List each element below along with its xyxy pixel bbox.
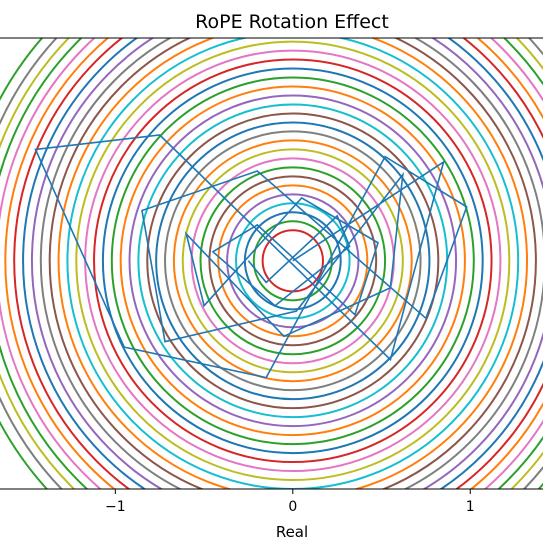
circle-series-6 xyxy=(217,184,369,338)
circle-series-24 xyxy=(57,38,528,489)
circle-series-11 xyxy=(172,139,413,383)
circle-series-29 xyxy=(13,38,543,489)
x-tick-label: 1 xyxy=(466,499,475,515)
circle-series-8 xyxy=(199,166,387,356)
circle-series-10 xyxy=(181,148,404,374)
circle-series-19 xyxy=(101,67,484,455)
circle-series-25 xyxy=(48,38,537,489)
zigzag-series-1 xyxy=(34,134,468,379)
circle-series-18 xyxy=(110,76,475,446)
circle-series-14 xyxy=(146,112,440,410)
circle-series-16 xyxy=(128,94,458,428)
circle-series-4 xyxy=(235,202,351,320)
circle-series-1 xyxy=(261,229,324,293)
circle-series-13 xyxy=(155,121,431,401)
circle-series-5 xyxy=(226,193,360,329)
circle-series-28 xyxy=(22,38,543,489)
circle-series-15 xyxy=(137,103,449,419)
circle-series-30 xyxy=(4,38,543,489)
circle-series-27 xyxy=(31,38,543,489)
circle-series-26 xyxy=(39,38,543,489)
circle-series-12 xyxy=(164,130,422,392)
x-tick-label: −1 xyxy=(105,499,126,515)
x-tick-label: 0 xyxy=(288,499,297,515)
circle-series-20 xyxy=(93,58,493,464)
circle-series-22 xyxy=(75,40,511,482)
circle-series-17 xyxy=(119,85,466,437)
x-axis-label: Real xyxy=(276,523,308,541)
x-axis-ticks: −1 0 1 xyxy=(105,489,475,515)
circle-series-23 xyxy=(66,38,520,489)
chart-title: RoPE Rotation Effect xyxy=(195,11,389,33)
circle-series-7 xyxy=(208,175,378,347)
